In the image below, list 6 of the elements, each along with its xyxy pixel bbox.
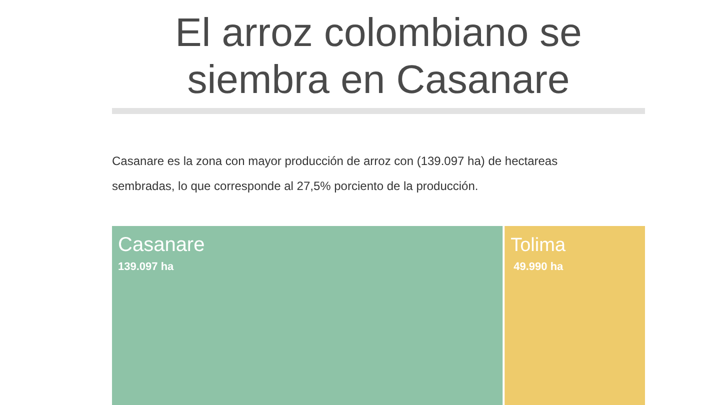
text: El arroz colombiano se siembra en Casanare xyxy=(174,10,583,104)
data-label: 49.990 ha xyxy=(514,261,564,273)
text: Casanare es la zona con mayor producción de arroz con (139.097 ha) de hectareas sembradas, lo que corresponde al 27,5% porciento de la producción. xyxy=(112,153,559,195)
category-label: Tolima xyxy=(510,235,566,256)
category-label: Casanare xyxy=(118,234,205,256)
data-label: 139.097 ha xyxy=(118,261,175,273)
